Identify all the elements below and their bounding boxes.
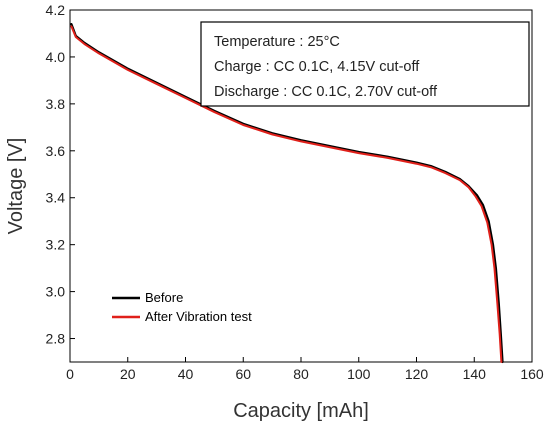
- annotation-border: [200, 21, 530, 107]
- y-tick-label: 2.8: [46, 331, 66, 347]
- y-tick-label: 3.2: [46, 237, 66, 253]
- x-tick-label: 20: [120, 366, 136, 382]
- x-tick-label: 40: [178, 366, 194, 382]
- legend: Before After Vibration test: [112, 290, 252, 324]
- y-tick-label: 3.4: [46, 190, 66, 206]
- series-line-after-vibration: [70, 25, 503, 363]
- y-tick-label: 3.0: [46, 284, 66, 300]
- y-axis-label: Voltage [V]: [5, 138, 27, 235]
- x-tick-label: 60: [235, 366, 251, 382]
- axis-ticks: 0 20 40 60 80 100 120 140 160 2.8 3.0 3.2 3.4 3.6 3.8 4…: [46, 2, 544, 382]
- annotation-line-charge: Charge : CC 0.1C, 4.15V cut-off: [214, 59, 420, 75]
- annotation-line-temperature: Temperature : 25°C: [214, 34, 340, 50]
- series-layer: [70, 22, 504, 364]
- y-tick-label: 3.8: [46, 96, 66, 112]
- annotation-line-discharge: Discharge : CC 0.1C, 2.70V cut-off: [214, 84, 438, 100]
- series-line-before: [70, 22, 504, 364]
- x-tick-label: 160: [520, 366, 544, 382]
- annotation-box: Temperature : 25°C Charge : CC 0.1C, 4.1…: [200, 21, 530, 107]
- y-tick-label: 3.6: [46, 143, 66, 159]
- x-tick-label: 100: [347, 366, 371, 382]
- x-tick-label: 0: [66, 366, 74, 382]
- y-tick-label: 4.0: [46, 49, 66, 65]
- y-tick-label: 4.2: [46, 2, 66, 18]
- x-tick-label: 120: [405, 366, 429, 382]
- x-tick-label: 140: [463, 366, 487, 382]
- legend-label-before: Before: [145, 290, 183, 305]
- x-tick-label: 80: [293, 366, 309, 382]
- x-axis-label: Capacity [mAh]: [233, 400, 369, 422]
- legend-label-after: After Vibration test: [145, 309, 252, 324]
